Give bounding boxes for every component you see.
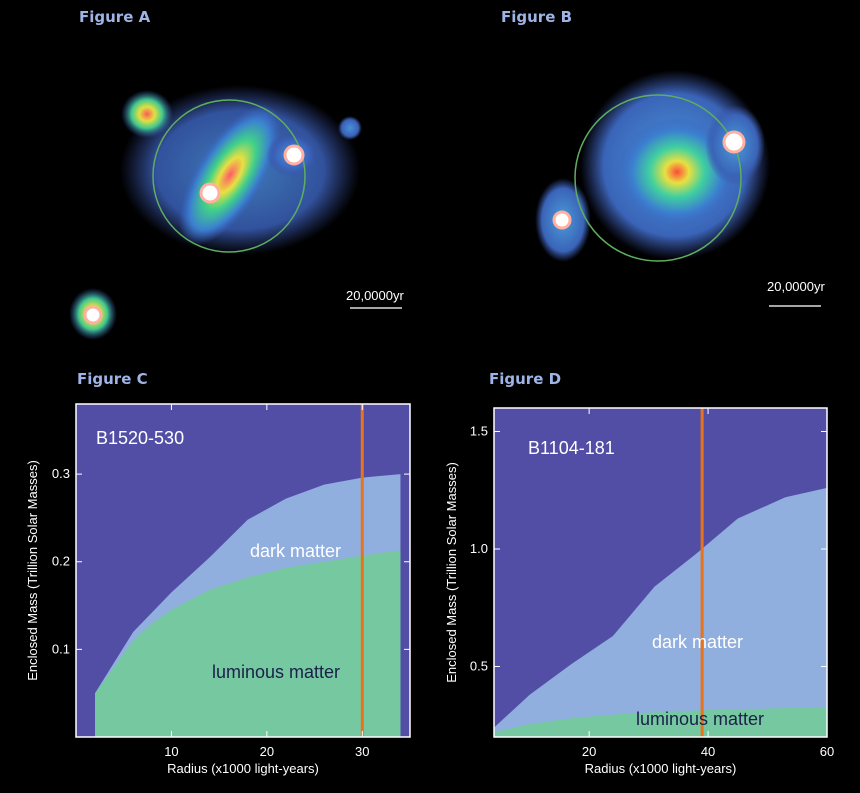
figure-c-chart: 10 20 30 0.1 0.2 0.3 Radius (x1000 light-years… [0, 392, 430, 789]
quasar-image-b2 [552, 210, 572, 230]
figure-c-ytick-label: 0.3 [52, 466, 70, 481]
figure-c-object-label: B1520-530 [96, 428, 184, 448]
figure-b-heatmap: 20,0000yr [535, 70, 825, 307]
lensed-arc-a [178, 104, 282, 246]
figure-c-xtick-label: 30 [355, 744, 369, 759]
figure-c-title: Figure C [77, 370, 148, 388]
figure-d-xtick-label: 20 [582, 744, 596, 759]
figure-d-title: Figure D [489, 370, 562, 388]
figure-c-ytick-label: 0.2 [52, 554, 70, 569]
figure-c-ytick-label: 0.1 [52, 641, 70, 656]
figure-c-dark-matter-label: dark matter [250, 541, 341, 561]
scale-label-b: 20,0000yr [767, 279, 825, 294]
scale-label-a: 20,0000yr [346, 288, 404, 303]
satellite-galaxy-a [121, 90, 173, 138]
figure-d-dark-matter-area [494, 487, 827, 737]
quasar-image-a1 [199, 182, 221, 204]
figure-b-image: 20,0000yr [495, 40, 855, 350]
figure-c-xtick-label: 10 [164, 744, 178, 759]
figure-a-title: Figure A [79, 8, 151, 26]
figure-d-xtick-label: 40 [701, 744, 715, 759]
figure-a-image: 20,0000yr [69, 40, 450, 350]
figure-d-chart: 20 40 60 0.5 1.0 1.5 Radius (x1000 light-years… [430, 392, 860, 789]
figure-c-luminous-matter-label: luminous matter [212, 662, 340, 682]
figure-d-ytick-label: 1.5 [470, 424, 488, 439]
figure-d-ytick-label: 1.0 [470, 541, 488, 556]
figure-d-dark-matter-label: dark matter [652, 632, 743, 652]
figure-d-xtick-label: 60 [820, 744, 834, 759]
figure-c-xtick-label: 20 [260, 744, 274, 759]
figure-c-luminous-matter-area [95, 550, 401, 737]
figure-d-y-axis-label: Enclosed Mass (Trillion Solar Masses) [444, 462, 459, 683]
figure-d-svg: 20 40 60 0.5 1.0 1.5 Radius (x1000 light-years… [444, 407, 834, 776]
quasar-image-b1 [722, 130, 746, 154]
figure-d-luminous-matter-area [494, 707, 827, 737]
figure-d-ytick-label: 0.5 [470, 659, 488, 674]
einstein-ring-a [152, 99, 306, 253]
einstein-ring-b [574, 94, 742, 262]
figure-c-y-axis-label: Enclosed Mass (Trillion Solar Masses) [25, 460, 40, 681]
figure-b-title: Figure B [501, 8, 573, 26]
blob-a-far [338, 116, 362, 140]
figure-d-object-label: B1104-181 [528, 438, 615, 458]
figure-d-frame [493, 407, 828, 738]
quasar-image-a3 [83, 305, 103, 325]
figure-c-frame [75, 403, 411, 738]
figure-c-svg: 10 20 30 0.1 0.2 0.3 Radius (x1000 light-years… [25, 403, 411, 776]
figure-d-x-axis-label: Radius (x1000 light-years) [585, 761, 737, 776]
figure-a-heatmap: 20,0000yr [69, 85, 404, 340]
figure-d-luminous-matter-label: luminous matter [636, 709, 764, 729]
figure-c-x-axis-label: Radius (x1000 light-years) [167, 761, 319, 776]
quasar-image-a2 [283, 144, 305, 166]
